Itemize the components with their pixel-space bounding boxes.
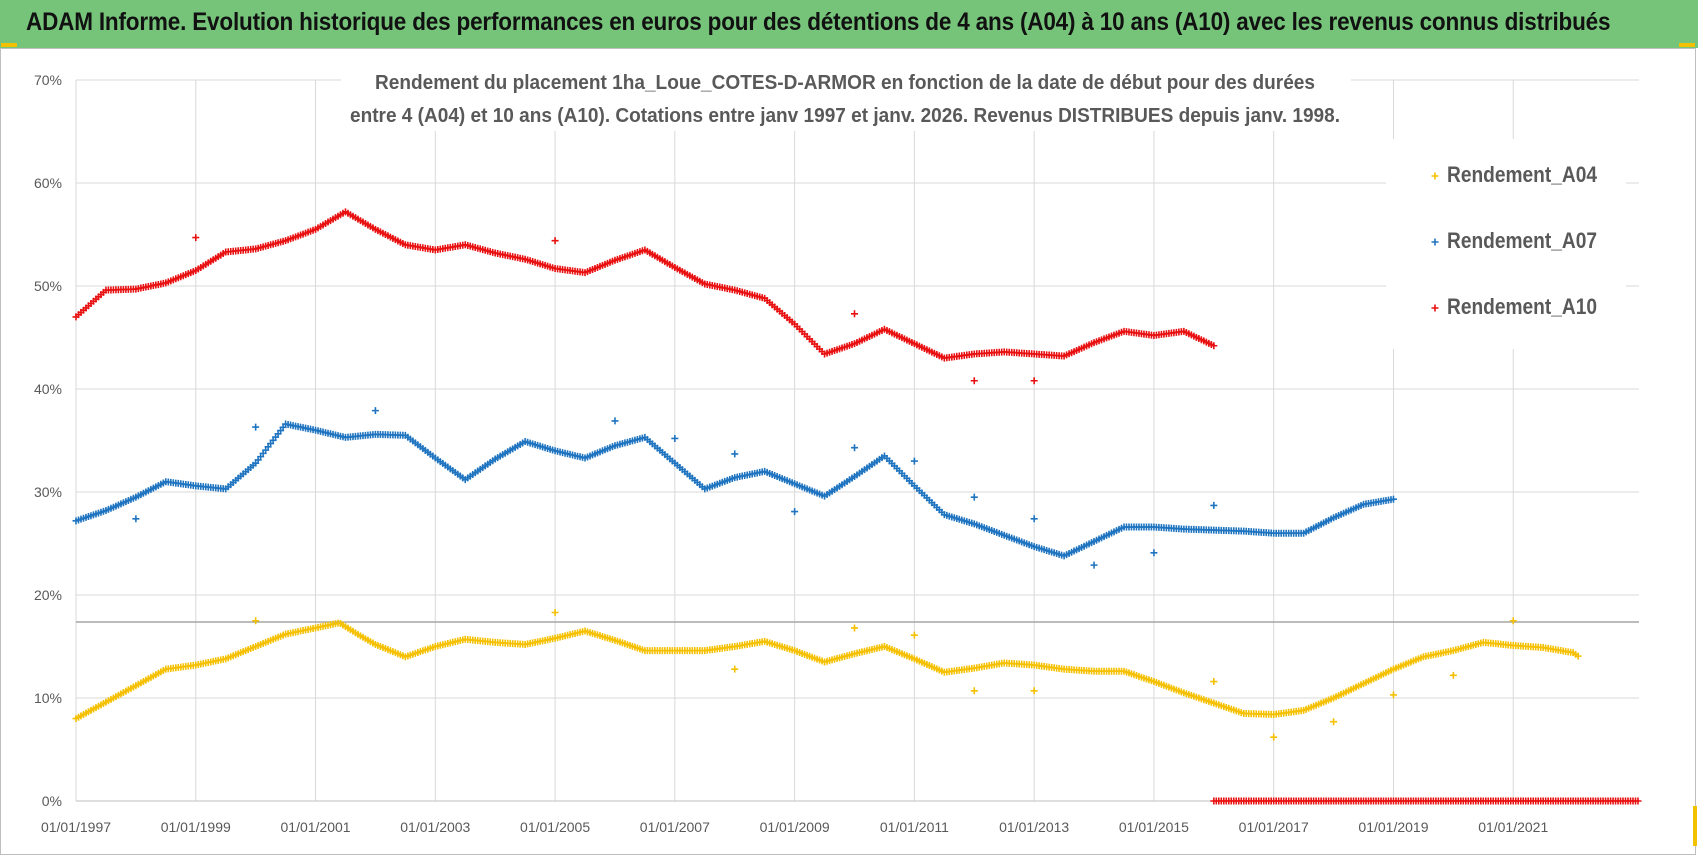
corner-mark-top-left [1,43,17,47]
legend-label: Rendement_A07 [1447,228,1597,253]
x-tick-label: 01/01/2021 [1478,819,1548,835]
data-point-outlier [1150,549,1158,557]
chart-title-line-1: Rendement du placement 1ha_Loue_COTES-D-… [375,72,1315,94]
y-tick-label: 30% [34,484,62,500]
data-point-outlier [791,508,799,516]
data-point-outlier [1509,617,1517,625]
data-point-outlier [611,417,619,425]
legend-marker [1431,304,1439,312]
series-rendement-a07 [72,407,1397,569]
data-point-outlier [731,450,739,458]
data-point-outlier [851,310,859,318]
x-tick-label: 01/01/2007 [640,819,710,835]
y-tick-label: 40% [34,381,62,397]
data-point-outlier [1090,561,1098,569]
chart-area: 0% 10% 20% 30% 40% 50% 60% 70% 01/01/1997 01/01/1… [0,43,1697,855]
data-point [1389,495,1397,503]
data-point-outlier [1389,691,1397,699]
x-tick-label: 01/01/2003 [400,819,470,835]
axis-tick-labels: 0% 10% 20% 30% 40% 50% 60% 70% 01/01/1997 01/01/1… [34,72,1549,835]
legend: Rendement_A04 Rendement_A07 Rendement_A10 [1386,139,1626,349]
data-point [1574,652,1582,660]
data-point-outlier [551,609,559,617]
data-point-outlier [252,617,260,625]
data-point-outlier [1330,718,1338,726]
chart-title-box: Rendement du placement 1ha_Loue_COTES-D-… [341,57,1351,131]
data-point-outlier [970,493,978,501]
y-tick-label: 50% [34,278,62,294]
data-point-outlier [1030,687,1038,695]
data-point-outlier [1030,377,1038,385]
legend-marker [1431,238,1439,246]
y-tick-label: 70% [34,72,62,88]
y-tick-label: 0% [42,793,62,809]
data-point-outlier [910,631,918,639]
data-point-outlier [192,234,200,242]
legend-label: Rendement_A10 [1447,294,1597,319]
data-point-outlier [910,457,918,465]
y-tick-label: 10% [34,690,62,706]
x-tick-label: 01/01/2009 [760,819,830,835]
series-layer [72,208,1642,805]
data-point-outlier [132,515,140,523]
data-point-outlier [851,444,859,452]
banner-title: ADAM Informe. Evolution historique des p… [26,8,1611,36]
data-point-outlier [970,377,978,385]
y-tick-label: 20% [34,587,62,603]
x-tick-label: 01/01/2017 [1239,819,1309,835]
corner-mark-bottom-right [1693,806,1697,846]
data-point-outlier [970,687,978,695]
x-tick-label: 01/01/1997 [41,819,111,835]
data-point-outlier [1210,501,1218,509]
x-tick-label: 01/01/1999 [161,819,231,835]
x-tick-label: 01/01/2015 [1119,819,1189,835]
x-tick-label: 01/01/2001 [281,819,351,835]
legend-label: Rendement_A04 [1447,162,1598,187]
data-point-zero [1634,797,1642,805]
data-point-outlier [1449,671,1457,679]
data-point-outlier [551,237,559,245]
y-tick-label: 60% [34,175,62,191]
legend-marker [1431,172,1439,180]
data-point-outlier [851,624,859,632]
data-point-outlier [1210,678,1218,686]
chart-svg: 0% 10% 20% 30% 40% 50% 60% 70% 01/01/1997 01/01/1… [34,57,1642,835]
data-point-outlier [731,665,739,673]
x-tick-label: 01/01/2013 [999,819,1069,835]
data-point [1210,342,1218,350]
data-point-outlier [671,434,679,442]
x-tick-label: 01/01/2011 [880,819,949,835]
x-tick-label: 01/01/2005 [520,819,590,835]
data-point-outlier [1270,733,1278,741]
data-point-outlier [252,423,260,431]
title-banner: ADAM Informe. Evolution historique des p… [0,0,1698,48]
series-rendement-a04 [72,609,1582,741]
series-rendement-a10 [72,208,1642,805]
data-point-outlier [1030,515,1038,523]
corner-mark-top-right [1679,43,1695,47]
x-tick-label: 01/01/2019 [1358,819,1428,835]
chart-title-background [341,57,1351,131]
chart-title-line-2: entre 4 (A04) et 10 ans (A10). Cotations… [350,105,1340,127]
data-point-outlier [371,407,379,415]
legend-background [1386,139,1626,349]
